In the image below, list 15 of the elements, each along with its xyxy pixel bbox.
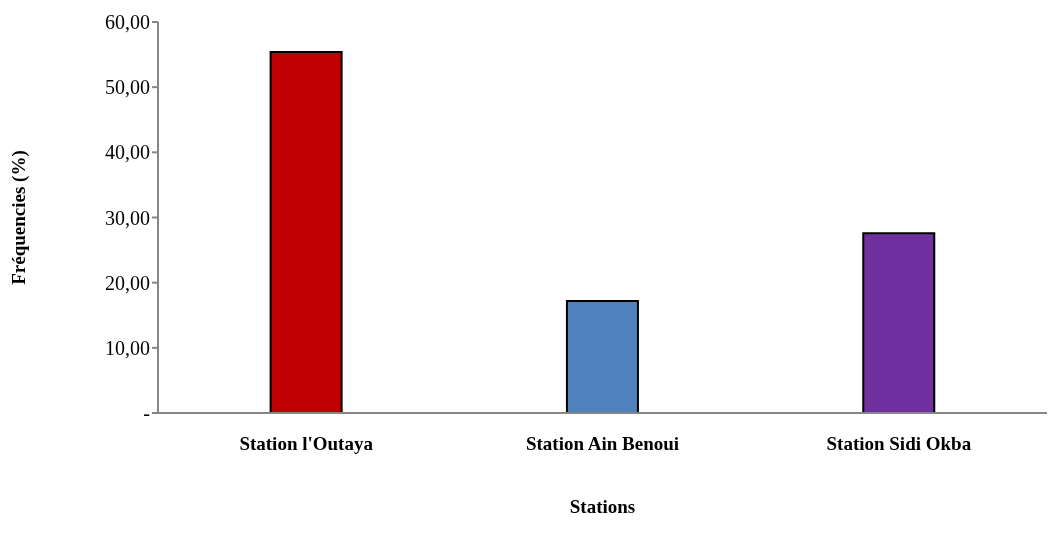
y-axis-title: Fréquencies (%) [7,150,30,285]
y-tick-label: 10,00 [105,336,150,359]
x-axis-title: Stations [569,496,636,517]
x-tick-label: Station Sidi Okba [826,433,972,455]
bar [862,232,936,413]
y-tick-label: 30,00 [105,206,150,229]
y-tick-label: 20,00 [105,271,150,294]
bar [269,50,343,413]
y-tick-label: 40,00 [105,141,150,164]
x-tick-label: Station Ain Benoui [525,433,680,455]
y-tick-label: 50,00 [105,76,150,99]
y-tick-label: - [143,402,150,425]
x-tick-label: Station l'Outaya [239,433,374,455]
bar [565,299,639,413]
y-tick-label: 60,00 [105,11,150,34]
